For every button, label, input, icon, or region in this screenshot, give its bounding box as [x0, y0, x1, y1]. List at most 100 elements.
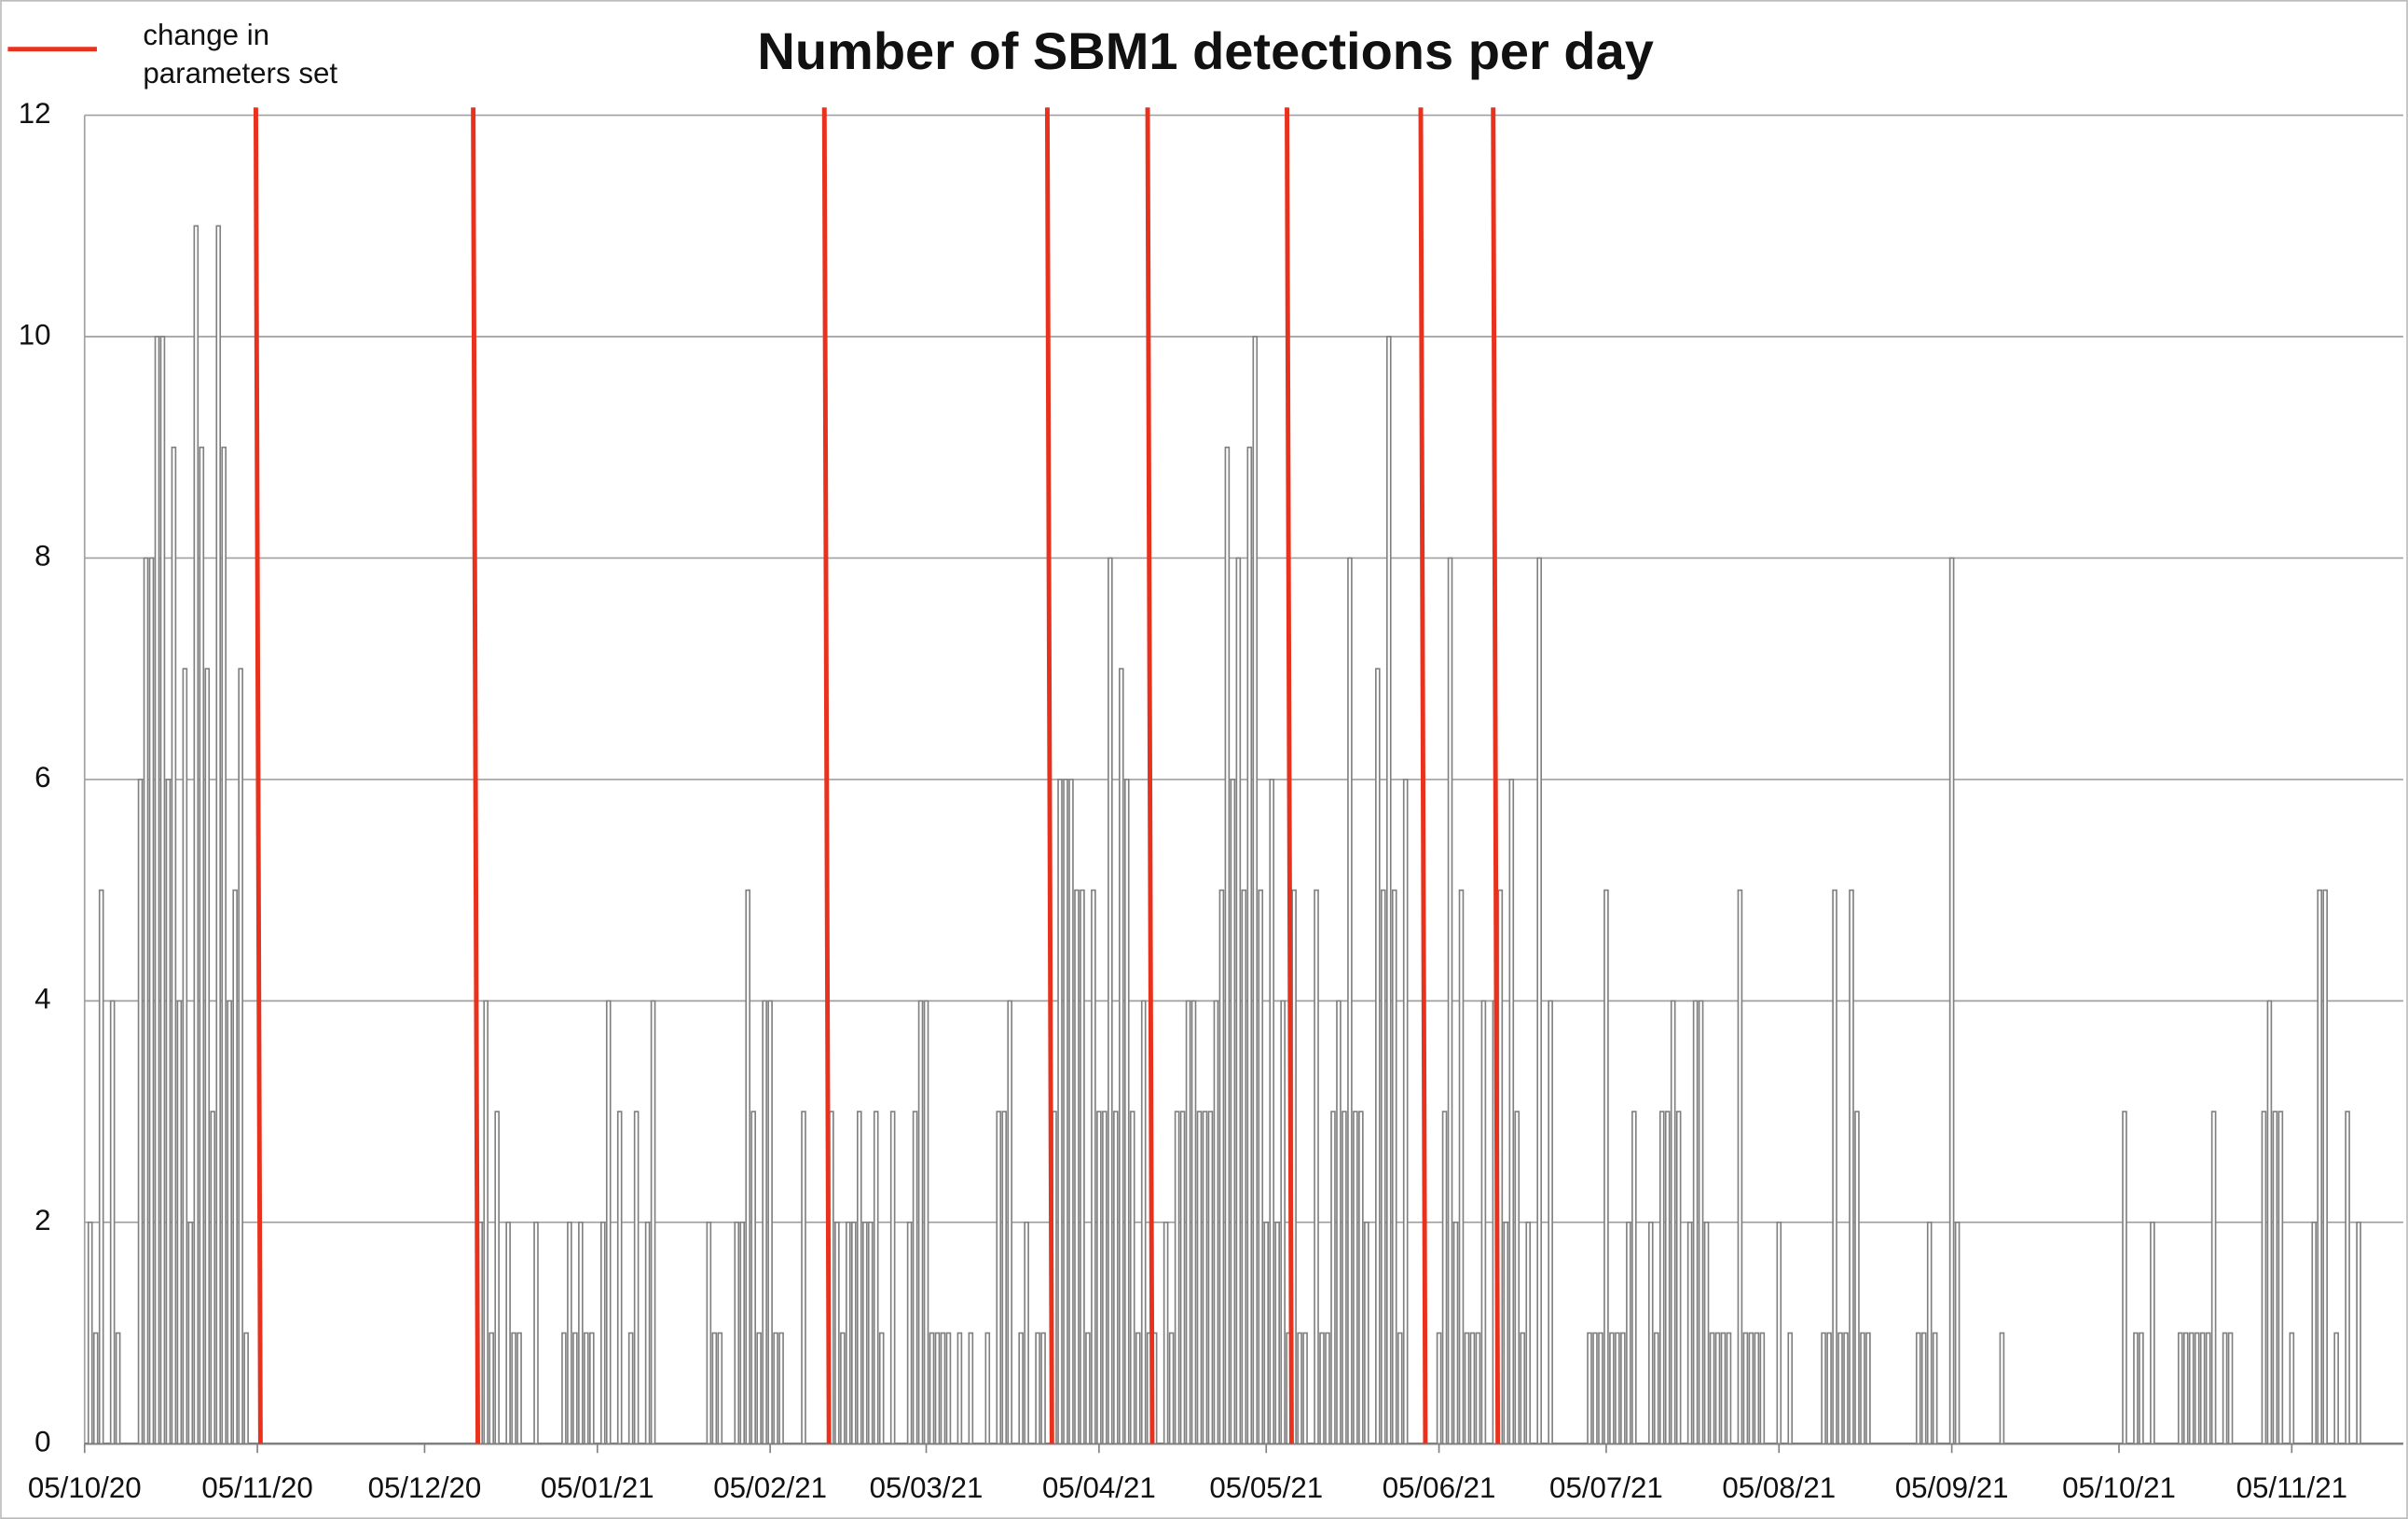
- bar: [1091, 889, 1096, 1445]
- y-tick-label: 10: [19, 318, 51, 351]
- bar: [856, 1111, 862, 1445]
- bar: [1536, 557, 1542, 1445]
- bar: [1096, 1111, 1102, 1445]
- bar: [1364, 1222, 1369, 1445]
- bar: [1123, 779, 1130, 1445]
- parameter-change-line: [471, 107, 481, 1444]
- bar: [801, 1111, 806, 1445]
- bar: [1686, 1222, 1693, 1445]
- bar: [1035, 1332, 1040, 1445]
- bar: [644, 1222, 651, 1445]
- bar: [1342, 1111, 1347, 1445]
- bar: [1280, 1000, 1286, 1445]
- bar: [1207, 1111, 1214, 1445]
- bar: [1235, 557, 1242, 1445]
- bar: [182, 668, 188, 1445]
- bar: [1353, 1111, 1358, 1445]
- bar: [1118, 668, 1124, 1445]
- bar: [878, 1332, 885, 1445]
- bar: [734, 1222, 740, 1445]
- bar: [739, 1222, 746, 1445]
- bar: [1603, 889, 1609, 1445]
- bar: [1330, 1111, 1336, 1445]
- bar: [1185, 1000, 1191, 1445]
- bar: [2227, 1332, 2234, 1445]
- bar: [1358, 1111, 1364, 1445]
- bar: [1336, 1000, 1342, 1445]
- bar: [2289, 1332, 2295, 1445]
- bar: [1347, 557, 1353, 1445]
- bar: [767, 1000, 773, 1445]
- y-tick-label: 4: [34, 983, 50, 1015]
- chart-title: Number of SBM1 detections per day: [757, 21, 1654, 80]
- bar: [171, 446, 177, 1445]
- bar: [1314, 889, 1319, 1445]
- bar: [1520, 1332, 1526, 1445]
- bar: [1001, 1111, 1008, 1445]
- bar: [154, 336, 160, 1445]
- bar: [1218, 889, 1225, 1445]
- bar: [756, 1332, 762, 1445]
- bar: [940, 1332, 946, 1445]
- x-tick-label: 05/10/20: [28, 1471, 142, 1504]
- x-tick-label: 05/01/21: [541, 1471, 654, 1504]
- parameter-change-line: [1285, 107, 1294, 1444]
- bar: [165, 779, 172, 1445]
- bar: [1854, 1111, 1860, 1445]
- bar: [1714, 1332, 1721, 1445]
- bar: [1274, 1222, 1280, 1445]
- bar: [773, 1332, 778, 1445]
- bar: [717, 1332, 723, 1445]
- bar: [1508, 779, 1515, 1445]
- bar: [1297, 1332, 1302, 1445]
- bar: [906, 1222, 913, 1445]
- bar: [2261, 1111, 2267, 1445]
- parameter-change-line: [1491, 107, 1501, 1444]
- bar: [2205, 1332, 2211, 1445]
- bar: [187, 1222, 194, 1445]
- bar: [846, 1222, 851, 1445]
- bar: [1241, 889, 1247, 1445]
- bar: [1085, 1332, 1091, 1445]
- bar: [1447, 557, 1453, 1445]
- bar: [1441, 1111, 1448, 1445]
- bar: [1748, 1332, 1754, 1445]
- bar: [1168, 1332, 1175, 1445]
- bar: [1190, 1000, 1197, 1445]
- bar: [867, 1222, 874, 1445]
- bar: [215, 225, 222, 1445]
- bar: [1609, 1332, 1615, 1445]
- bar: [1737, 889, 1743, 1445]
- bar: [176, 1000, 183, 1445]
- bar: [1380, 889, 1386, 1445]
- bar: [1598, 1332, 1603, 1445]
- bar: [2311, 1222, 2318, 1445]
- bar: [1525, 1222, 1532, 1445]
- bar: [1776, 1222, 1782, 1445]
- bar: [1720, 1332, 1727, 1445]
- bar: [511, 1332, 516, 1445]
- bar: [1626, 1222, 1631, 1445]
- bar: [706, 1222, 712, 1445]
- bar: [1698, 1000, 1704, 1445]
- bar: [87, 1222, 93, 1445]
- bar: [1024, 1222, 1029, 1445]
- x-tick-label: 05/09/21: [1895, 1471, 2009, 1504]
- bar: [945, 1332, 952, 1445]
- bar: [204, 668, 211, 1445]
- bar: [711, 1332, 718, 1445]
- bar: [1787, 1332, 1794, 1445]
- parameter-change-line: [1418, 107, 1428, 1444]
- bar: [2317, 889, 2323, 1445]
- bar: [1436, 1332, 1442, 1445]
- bar: [2272, 1111, 2278, 1445]
- bar: [1397, 1332, 1403, 1445]
- bar: [1999, 1332, 2005, 1445]
- bar: [1108, 557, 1113, 1445]
- bar: [1709, 1332, 1715, 1445]
- bar: [1832, 889, 1837, 1445]
- bar: [929, 1332, 935, 1445]
- x-tick-label: 05/06/21: [1383, 1471, 1496, 1504]
- bar: [762, 1000, 767, 1445]
- bar: [210, 1111, 216, 1445]
